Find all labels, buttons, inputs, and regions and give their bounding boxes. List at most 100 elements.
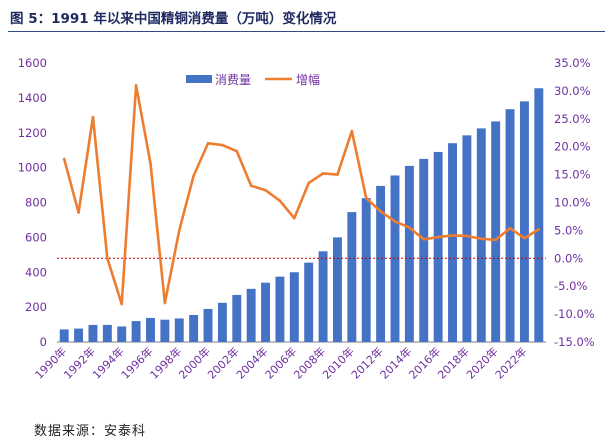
bar: [131, 321, 141, 342]
right-tick-label: 20.0%: [554, 140, 591, 154]
bar: [333, 237, 342, 343]
line-point: [436, 235, 440, 239]
bar: [462, 135, 472, 342]
left-tick-label: 1200: [18, 126, 47, 140]
bar: [433, 151, 443, 342]
legend-bar-label: 消费量: [215, 73, 251, 87]
line-point: [393, 220, 397, 223]
bar: [318, 251, 328, 342]
line-point: [278, 199, 282, 203]
line-point: [465, 234, 469, 238]
line-point: [422, 238, 426, 241]
bar-series: [59, 88, 544, 343]
right-tick-label: 5.0%: [554, 223, 583, 237]
bar: [275, 276, 285, 342]
data-source-note: 数据来源：安泰科: [34, 424, 147, 439]
right-tick-label: -15.0%: [554, 335, 595, 349]
legend-line-label: 增幅: [296, 72, 320, 87]
line-point: [149, 162, 152, 165]
left-tick-label: 1000: [18, 161, 47, 175]
bar: [102, 324, 112, 342]
line-point: [77, 211, 80, 214]
line-point: [91, 115, 95, 119]
left-tick-label: 400: [25, 265, 47, 279]
title-divider: [8, 31, 605, 32]
line-point: [235, 149, 239, 153]
right-tick-label: 25.0%: [554, 112, 591, 126]
growth-line: [62, 84, 541, 306]
left-tick-label: 1600: [18, 56, 47, 70]
line-point: [163, 301, 167, 305]
right-tick-label: -5.0%: [554, 279, 587, 293]
left-tick-label: 0: [40, 335, 47, 349]
left-axis-ticks: 0 200 400 600 800 1000 1200 1400 1600: [18, 56, 47, 349]
line-point: [192, 174, 195, 178]
left-tick-label: 200: [25, 300, 47, 314]
right-tick-label: 30.0%: [554, 84, 591, 98]
left-tick-label: 800: [25, 196, 47, 210]
line-point: [106, 257, 109, 260]
left-tick-label: 600: [25, 230, 47, 244]
line-series: [62, 84, 541, 306]
line-point: [508, 226, 512, 230]
line-point: [206, 142, 210, 145]
bar: [146, 317, 155, 342]
bar: [448, 143, 457, 342]
line-point: [221, 143, 224, 147]
line-point: [494, 238, 497, 242]
bar: [304, 262, 314, 342]
bar: [519, 101, 529, 342]
bar: [419, 158, 429, 342]
bar: [203, 308, 213, 342]
bar: [174, 318, 184, 342]
bar: [534, 88, 544, 342]
line-point: [336, 173, 339, 176]
line-point: [264, 188, 267, 192]
bar: [217, 302, 227, 342]
line-point: [479, 237, 483, 241]
right-tick-label: 15.0%: [554, 168, 591, 182]
right-tick-label: -10.0%: [554, 307, 595, 321]
right-tick-label: 0.0%: [554, 251, 583, 265]
right-tick-label: 35.0%: [554, 56, 591, 70]
line-point: [177, 229, 181, 232]
figure-title: 图 5：1991 年以来中国精铜消费量（万吨）变化情况: [10, 11, 337, 27]
bar: [376, 185, 386, 342]
line-point: [307, 181, 310, 185]
line-point: [249, 184, 253, 188]
bar: [404, 165, 414, 342]
bar: [491, 121, 501, 342]
line-point: [523, 236, 526, 240]
line-point: [321, 172, 325, 175]
bar: [361, 198, 371, 342]
legend-bar-swatch: [186, 75, 212, 83]
bar: [246, 288, 256, 342]
bar: [289, 272, 299, 342]
line-point: [364, 196, 368, 200]
line-point: [379, 210, 382, 213]
bar: [261, 282, 271, 342]
bar: [160, 319, 170, 342]
bar: [88, 324, 98, 342]
bar: [189, 314, 199, 342]
line-point: [350, 129, 354, 133]
line-point: [451, 234, 454, 237]
left-tick-label: 1400: [18, 91, 47, 105]
line-point: [293, 216, 296, 220]
line-point: [134, 84, 138, 87]
line-point: [408, 226, 411, 229]
bar: [74, 328, 84, 342]
right-tick-label: 10.0%: [554, 196, 591, 210]
legend: 消费量 增幅: [186, 72, 320, 87]
bar: [117, 326, 127, 342]
bar: [347, 212, 357, 342]
bar: [505, 109, 515, 343]
right-axis-ticks: -15.0% -10.0% -5.0% 0.0% 5.0% 10.0% 15.0% 20.0%…: [554, 56, 595, 349]
x-tick-label: 2022年: [492, 344, 529, 381]
line-point: [537, 227, 541, 231]
bar: [476, 128, 486, 342]
bar: [232, 294, 242, 342]
bar: [59, 329, 69, 342]
line-point: [120, 302, 124, 306]
